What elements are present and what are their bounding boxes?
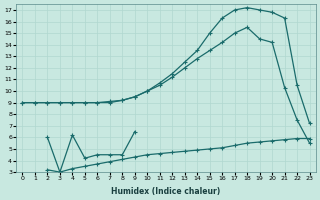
X-axis label: Humidex (Indice chaleur): Humidex (Indice chaleur) — [111, 187, 221, 196]
